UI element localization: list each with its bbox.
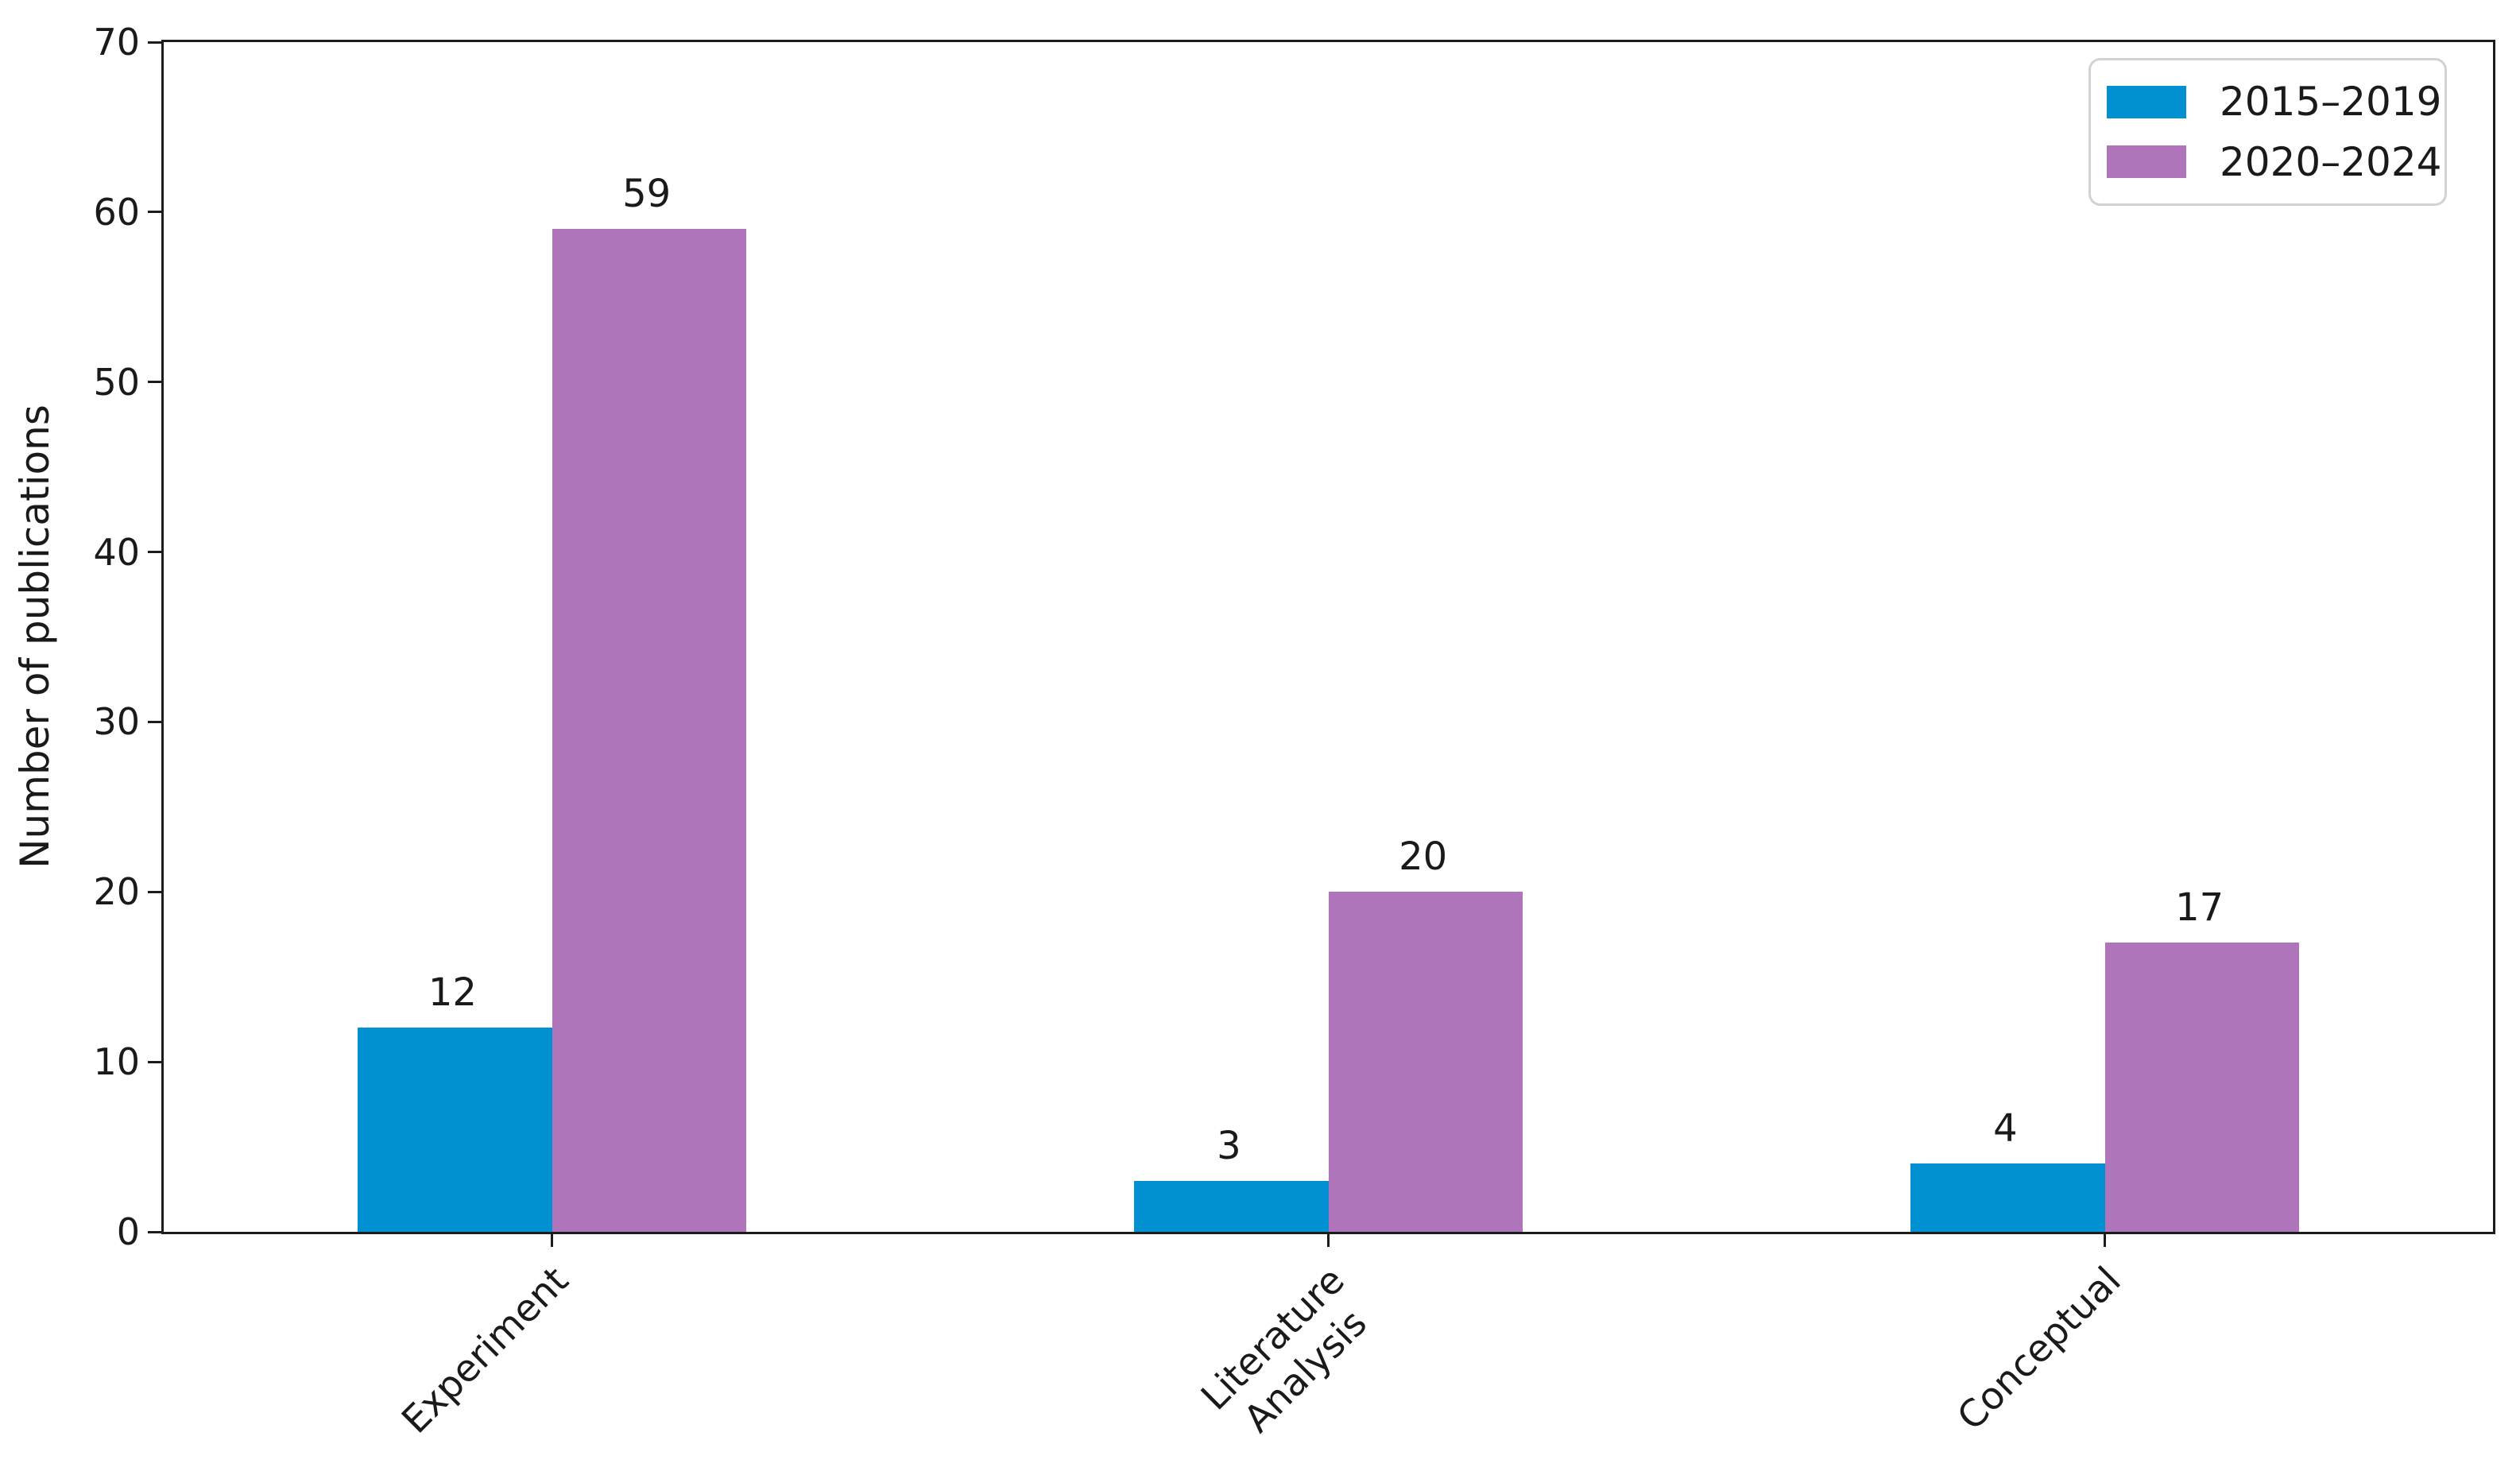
x-tick-mark-conceptual: [2104, 1234, 2106, 1247]
value-label-2015-2019-conceptual: 4: [1993, 1106, 2018, 1152]
y-tick-label-50: 50: [93, 360, 140, 404]
legend-item-2015-2019: 2015–2019: [2107, 79, 2442, 125]
legend-swatch-2015-2019: [2107, 85, 2186, 118]
x-tick-label-experiment: Experiment: [393, 1258, 578, 1442]
legend-label: 2020–2024: [2220, 138, 2442, 185]
plot-area: [161, 40, 2495, 1234]
value-label-2015-2019-literature-analysis: 3: [1217, 1123, 1241, 1168]
bar-2020-2024-conceptual: [2104, 943, 2299, 1232]
y-tick-label-40: 40: [93, 530, 140, 574]
y-tick-label-60: 60: [93, 190, 140, 234]
x-tick-mark-experiment: [551, 1234, 553, 1247]
y-tick-mark-40: [148, 551, 161, 554]
bar-2020-2024-experiment: [552, 229, 746, 1232]
y-tick-mark-30: [148, 720, 161, 723]
legend-swatch-2020-2024: [2107, 145, 2186, 179]
y-tick-label-10: 10: [93, 1040, 140, 1084]
value-label-2020-2024-experiment: 59: [622, 172, 672, 217]
y-tick-mark-20: [148, 890, 161, 893]
bar-2020-2024-literature-analysis: [1328, 892, 1523, 1232]
y-tick-label-70: 70: [93, 21, 140, 64]
bar-2015-2019-conceptual: [1910, 1163, 2105, 1232]
y-tick-mark-60: [148, 211, 161, 214]
y-tick-mark-0: [148, 1230, 161, 1233]
y-tick-label-0: 0: [116, 1210, 140, 1253]
legend-label: 2015–2019: [2220, 79, 2442, 126]
bar-2015-2019-experiment: [358, 1028, 552, 1232]
value-label-2020-2024-conceptual: 17: [2175, 885, 2224, 931]
x-tick-mark-literature-analysis: [1327, 1234, 1330, 1247]
y-tick-label-30: 30: [93, 700, 140, 744]
value-label-2015-2019-experiment: 12: [428, 970, 477, 1016]
value-label-2020-2024-literature-analysis: 20: [1399, 834, 1448, 880]
legend: 2015–2019 2020–2024: [2088, 58, 2447, 206]
bar-2015-2019-literature-analysis: [1134, 1180, 1329, 1232]
y-tick-mark-70: [148, 41, 161, 44]
legend-item-2020-2024: 2020–2024: [2107, 139, 2442, 185]
y-tick-mark-10: [148, 1060, 161, 1063]
x-tick-label-literature-analysis: Literature Analysis: [1193, 1258, 1376, 1442]
x-tick-label-conceptual: Conceptual: [1949, 1258, 2131, 1439]
y-axis-label: Number of publications: [12, 405, 58, 869]
y-tick-label-20: 20: [93, 870, 140, 914]
y-tick-mark-50: [148, 381, 161, 384]
